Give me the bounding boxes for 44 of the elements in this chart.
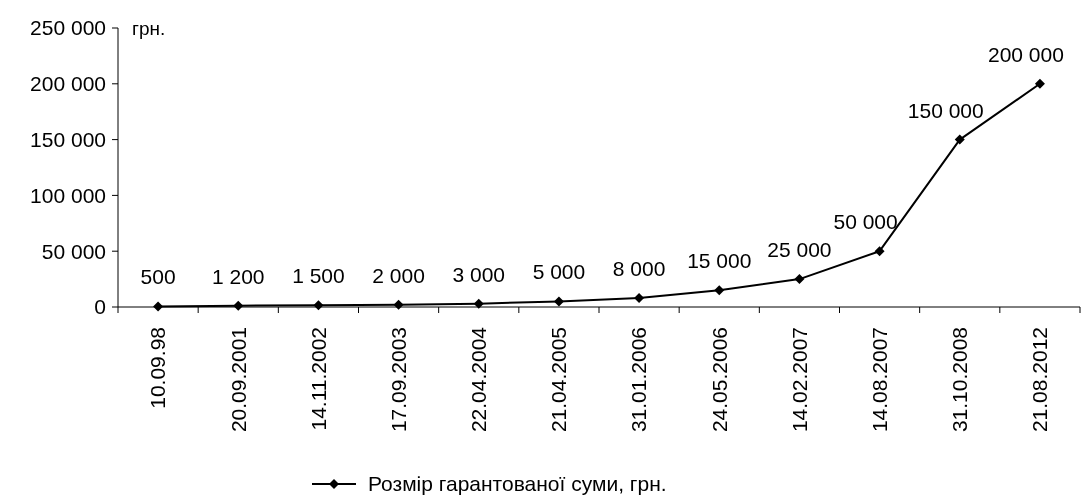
point bbox=[393, 299, 404, 310]
x-tick-label: 22.04.2004 bbox=[467, 326, 491, 433]
x-tick-label: 31.10.2008 bbox=[948, 327, 972, 433]
point bbox=[473, 298, 484, 309]
data-label: 25 000 bbox=[767, 238, 832, 262]
point bbox=[313, 300, 324, 311]
data-label: 150 000 bbox=[907, 98, 984, 122]
point bbox=[553, 296, 564, 307]
x-tick-label: 21.04.2005 bbox=[547, 327, 571, 433]
point bbox=[874, 246, 885, 257]
data-label: 2 000 bbox=[372, 263, 425, 287]
x-tick-label: 24.05.2006 bbox=[707, 327, 731, 433]
data-label: 15 000 bbox=[687, 249, 752, 273]
y-tick-label: 200 000 bbox=[30, 72, 106, 96]
y-axis-title: грн. bbox=[132, 17, 166, 39]
y-tick-label: 0 bbox=[94, 295, 106, 319]
x-tick-label: 14.08.2007 bbox=[867, 327, 891, 433]
point bbox=[153, 301, 164, 312]
point bbox=[634, 293, 645, 304]
data-label: 5 000 bbox=[532, 260, 586, 284]
point bbox=[233, 300, 244, 311]
point bbox=[794, 274, 805, 285]
point bbox=[1034, 78, 1045, 89]
y-tick-label: 50 000 bbox=[41, 239, 106, 263]
data-label: 8 000 bbox=[612, 257, 666, 281]
x-tick-label: 21.08.2012 bbox=[1028, 327, 1052, 433]
x-tick-label: 31.01.2006 bbox=[627, 327, 651, 433]
y-tick-label: 100 000 bbox=[30, 183, 106, 207]
data-label: 200 000 bbox=[987, 42, 1064, 66]
data-label: 1 200 bbox=[211, 264, 265, 288]
x-tick-label: 10.09.98 bbox=[146, 327, 170, 409]
legend-label: Розмір гарантованої суми, грн. bbox=[368, 472, 667, 496]
data-label: 50 000 bbox=[833, 210, 898, 234]
x-tick-label: 14.02.2007 bbox=[787, 327, 811, 433]
x-tick-label: 14.11.2002 bbox=[306, 327, 330, 431]
data-label: 3 000 bbox=[452, 262, 506, 286]
data-label: 1 500 bbox=[292, 264, 345, 288]
x-tick-label: 17.09.2003 bbox=[386, 327, 410, 433]
data-label: 500 bbox=[140, 265, 176, 289]
y-tick-label: 250 000 bbox=[30, 16, 106, 40]
point bbox=[954, 134, 965, 145]
x-tick-label: 20.09.2001 bbox=[226, 327, 250, 433]
y-tick-label: 150 000 bbox=[30, 127, 106, 151]
point bbox=[714, 285, 725, 296]
